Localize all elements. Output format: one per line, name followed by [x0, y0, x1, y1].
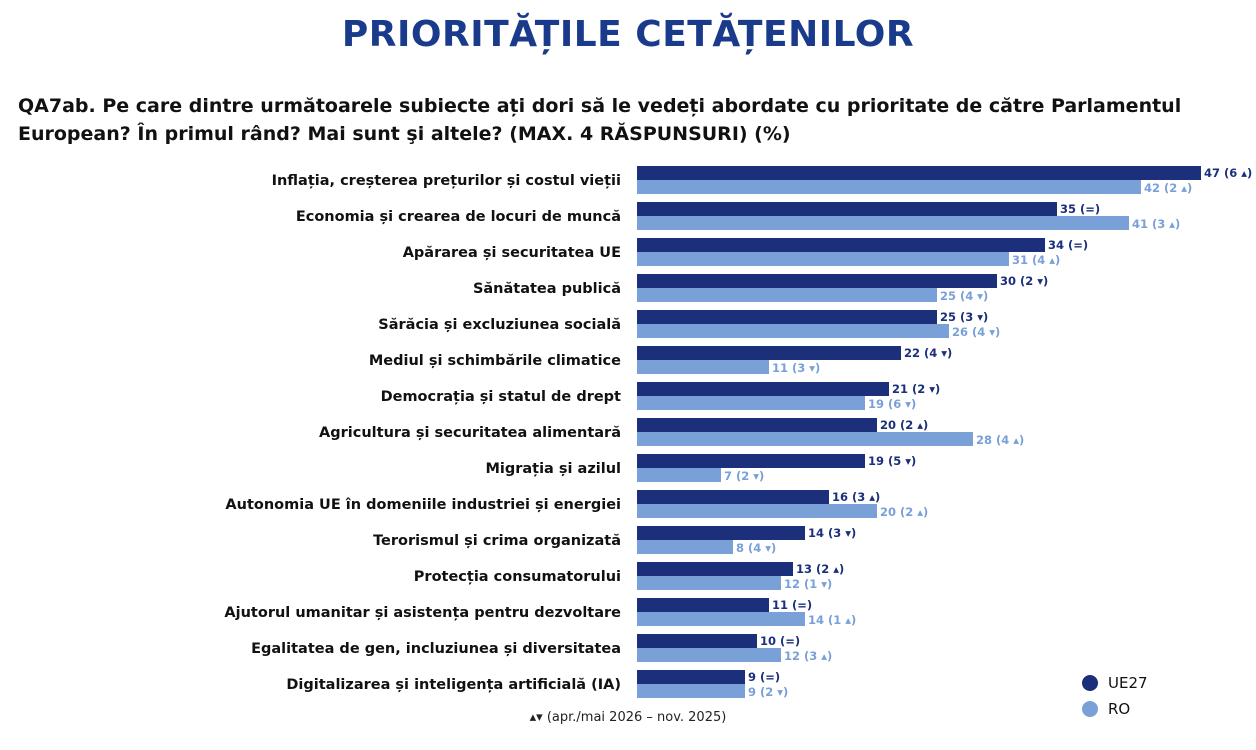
category-label: Economia și crearea de locuri de muncă: [296, 209, 621, 225]
data-label-ue27: 9 (=): [748, 670, 780, 684]
data-label-ro: 19 (6 ▾): [868, 397, 916, 411]
category-label: Digitalizarea și inteligența artificială…: [286, 677, 621, 693]
data-label-ro: 42 (2 ▴): [1144, 181, 1192, 195]
category-label: Agricultura și securitatea alimentară: [319, 425, 621, 441]
footnote: ▴▾ (apr./mai 2026 – nov. 2025): [529, 710, 727, 725]
category-label: Terorismul și crima organizată: [373, 533, 621, 549]
bar-ue27: [637, 670, 745, 684]
bar-ro: [637, 396, 865, 410]
legend-swatch-ue27: [1082, 675, 1098, 691]
bar-ue27: [637, 490, 829, 504]
category-label: Protecția consumatorului: [414, 569, 621, 585]
bar-ue27: [637, 526, 805, 540]
data-label-ue27: 20 (2 ▴): [880, 418, 928, 432]
data-label-ue27: 22 (4 ▾): [904, 346, 952, 360]
data-label-ue27: 16 (3 ▴): [832, 490, 880, 504]
bar-ro: [637, 180, 1141, 194]
bar-ro: [637, 324, 949, 338]
bar-ro: [637, 648, 781, 662]
data-label-ro: 31 (4 ▴): [1012, 253, 1060, 267]
bar-ue27: [637, 382, 889, 396]
bar-ue27: [637, 238, 1045, 252]
bar-ue27: [637, 634, 757, 648]
bar-ro: [637, 216, 1129, 230]
bar-ro: [637, 684, 745, 698]
category-label: Egalitatea de gen, incluziunea și divers…: [251, 641, 621, 657]
bar-ro: [637, 612, 805, 626]
legend-label-ue27: UE27: [1108, 674, 1148, 692]
question-text: QA7ab. Pe care dintre următoarele subiec…: [18, 95, 1182, 145]
bar-ue27: [637, 166, 1201, 180]
bar-ue27: [637, 454, 865, 468]
data-label-ro: 26 (4 ▾): [952, 325, 1000, 339]
data-label-ue27: 30 (2 ▾): [1000, 274, 1048, 288]
category-label: Sănătatea publică: [473, 281, 621, 297]
data-label-ro: 8 (4 ▾): [736, 541, 776, 555]
category-label: Autonomia UE în domeniile industriei și …: [225, 497, 621, 513]
bar-ue27: [637, 346, 901, 360]
chart-title: PRIORITĂȚILE CETĂȚENILOR: [341, 14, 915, 55]
bar-ro: [637, 468, 721, 482]
category-label: Apărarea și securitatea UE: [403, 245, 621, 261]
category-label: Sărăcia și excluziunea socială: [378, 317, 621, 333]
legend-swatch-ro: [1082, 701, 1098, 717]
bar-ro: [637, 252, 1009, 266]
bar-ro: [637, 288, 937, 302]
bar-ro: [637, 504, 877, 518]
data-label-ue27: 14 (3 ▾): [808, 526, 856, 540]
bar-ue27: [637, 418, 877, 432]
data-label-ro: 14 (1 ▴): [808, 613, 856, 627]
legend-item-ue27: UE27: [1082, 674, 1148, 692]
bar-ro: [637, 432, 973, 446]
legend-item-ro: RO: [1082, 700, 1130, 718]
data-label-ue27: 13 (2 ▴): [796, 562, 844, 576]
data-label-ro: 12 (1 ▾): [784, 577, 832, 591]
data-label-ro: 12 (3 ▴): [784, 649, 832, 663]
legend-label-ro: RO: [1108, 700, 1131, 718]
data-label-ue27: 19 (5 ▾): [868, 454, 916, 468]
data-label-ro: 9 (2 ▾): [748, 685, 788, 699]
bar-ue27: [637, 274, 997, 288]
data-label-ro: 28 (4 ▴): [976, 433, 1024, 447]
category-label: Inflația, creșterea prețurilor și costul…: [272, 173, 621, 189]
bar-ue27: [637, 202, 1057, 216]
bar-ue27: [637, 598, 769, 612]
data-label-ue27: 35 (=): [1060, 202, 1100, 216]
bar-ro: [637, 576, 781, 590]
category-label: Mediul și schimbările climatice: [369, 353, 621, 369]
data-label-ue27: 11 (=): [772, 598, 812, 612]
data-label-ro: 20 (2 ▴): [880, 505, 928, 519]
bar-ro: [637, 360, 769, 374]
data-label-ue27: 10 (=): [760, 634, 800, 648]
bar-ue27: [637, 562, 793, 576]
data-label-ro: 11 (3 ▾): [772, 361, 820, 375]
category-label: Migrația și azilul: [485, 461, 621, 477]
category-label: Democrația și statul de drept: [381, 389, 621, 405]
data-label-ue27: 34 (=): [1048, 238, 1088, 252]
bar-ro: [637, 540, 733, 554]
data-label-ro: 41 (3 ▴): [1132, 217, 1180, 231]
data-label-ro: 7 (2 ▾): [724, 469, 764, 483]
data-label-ue27: 47 (6 ▴): [1204, 166, 1252, 180]
data-label-ro: 25 (4 ▾): [940, 289, 988, 303]
bar-ue27: [637, 310, 937, 324]
category-label: Ajutorul umanitar și asistența pentru de…: [224, 605, 621, 621]
data-label-ue27: 21 (2 ▾): [892, 382, 940, 396]
data-label-ue27: 25 (3 ▾): [940, 310, 988, 324]
